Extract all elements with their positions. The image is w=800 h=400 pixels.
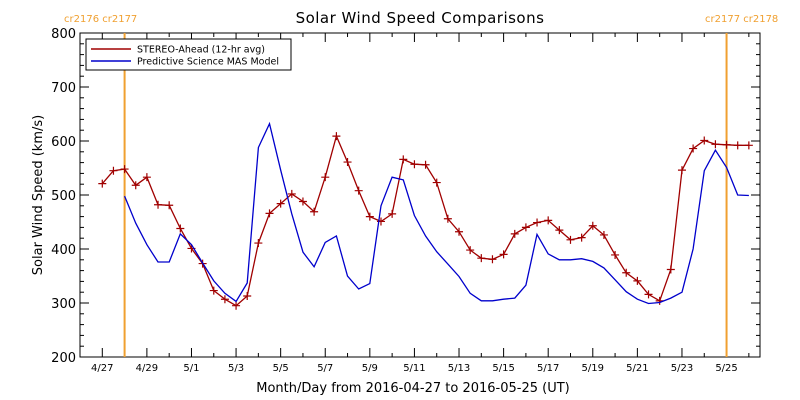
- data-point: [287, 189, 296, 198]
- data-point: [633, 276, 642, 285]
- x-tick-label: 5/25: [715, 363, 737, 374]
- data-point: [332, 132, 341, 141]
- data-point: [521, 223, 530, 232]
- legend-label: STEREO-Ahead (12-hr avg): [137, 45, 265, 56]
- data-point: [644, 290, 653, 299]
- data-point: [443, 214, 452, 223]
- x-tick-label: 4/27: [91, 363, 113, 374]
- data-point: [499, 250, 508, 259]
- data-point: [677, 166, 686, 175]
- x-tick-label: 5/15: [492, 363, 514, 374]
- data-point: [232, 301, 241, 310]
- data-point: [666, 265, 675, 274]
- data-point: [599, 230, 608, 239]
- y-tick-label: 700: [51, 81, 76, 96]
- rotation-marker-label: cr2177 cr2178: [705, 14, 778, 25]
- x-tick-label: 4/29: [136, 363, 158, 374]
- data-point: [555, 226, 564, 235]
- legend-box: [85, 38, 292, 71]
- y-tick-label: 400: [51, 243, 76, 258]
- data-point: [209, 286, 218, 295]
- y-axis-label: Solar Wind Speed (km/s): [31, 115, 46, 275]
- data-point: [165, 201, 174, 210]
- y-tick-label: 800: [51, 27, 76, 42]
- y-tick-label: 300: [51, 297, 76, 312]
- x-tick-label: 5/23: [671, 363, 693, 374]
- y-tick-label: 200: [51, 351, 76, 366]
- legend-label: Predictive Science MAS Model: [137, 57, 279, 68]
- data-point: [544, 216, 553, 225]
- data-point: [744, 141, 753, 150]
- data-point: [421, 160, 430, 169]
- data-point: [410, 160, 419, 169]
- data-point: [432, 178, 441, 187]
- y-tick-label: 600: [51, 135, 76, 150]
- data-point: [466, 246, 475, 255]
- series-line-mas-model: [123, 121, 749, 305]
- plot-frame: [79, 32, 761, 358]
- data-point: [243, 291, 252, 300]
- data-point: [388, 209, 397, 218]
- data-point: [510, 229, 519, 238]
- data-point: [455, 227, 464, 236]
- data-point: [488, 255, 497, 264]
- data-point: [120, 165, 129, 174]
- data-point: [711, 140, 720, 149]
- x-tick-label: 5/9: [362, 363, 378, 374]
- data-point: [477, 254, 486, 263]
- data-point: [310, 207, 319, 216]
- data-point: [142, 173, 151, 182]
- legend: STEREO-Ahead (12-hr avg)Predictive Scien…: [85, 38, 292, 71]
- data-point: [365, 212, 374, 221]
- data-point: [176, 224, 185, 233]
- plot-area: 200 300 400 500 600 700 800 4/27 4/29 5/1 5/3 5/5 5/…: [51, 14, 778, 374]
- data-point: [98, 179, 107, 188]
- data-point: [689, 144, 698, 153]
- data-point: [354, 186, 363, 195]
- x-tick-label: 5/21: [626, 363, 648, 374]
- data-point: [131, 181, 140, 190]
- data-point: [722, 140, 731, 149]
- x-tick-label: 5/19: [582, 363, 604, 374]
- rotation-marker-label: cr2176 cr2177: [64, 14, 137, 25]
- x-tick-label: 5/7: [317, 363, 333, 374]
- chart-title: Solar Wind Speed Comparisons: [296, 9, 545, 27]
- x-tick-label: 5/11: [403, 363, 425, 374]
- data-point: [254, 239, 263, 248]
- data-point: [622, 268, 631, 277]
- data-point: [154, 200, 163, 209]
- data-point: [343, 158, 352, 167]
- data-point: [733, 141, 742, 150]
- x-axis-label: Month/Day from 2016-04-27 to 2016-05-25 …: [256, 381, 569, 396]
- x-tick-label: 5/1: [183, 363, 199, 374]
- x-tick-label: 5/13: [448, 363, 470, 374]
- data-point: [611, 250, 620, 259]
- data-point: [399, 155, 408, 164]
- data-point: [700, 136, 709, 145]
- data-point: [276, 199, 285, 208]
- x-tick-label: 5/3: [228, 363, 244, 374]
- data-point: [577, 233, 586, 242]
- data-point: [533, 218, 542, 227]
- x-tick-label: 5/17: [537, 363, 559, 374]
- data-point: [109, 166, 118, 175]
- data-point: [321, 173, 330, 182]
- x-tick-label: 5/5: [273, 363, 289, 374]
- y-tick-label: 500: [51, 189, 76, 204]
- data-point: [588, 221, 597, 230]
- data-point: [566, 235, 575, 244]
- data-point: [220, 295, 229, 304]
- data-point: [265, 209, 274, 218]
- data-point: [298, 197, 307, 206]
